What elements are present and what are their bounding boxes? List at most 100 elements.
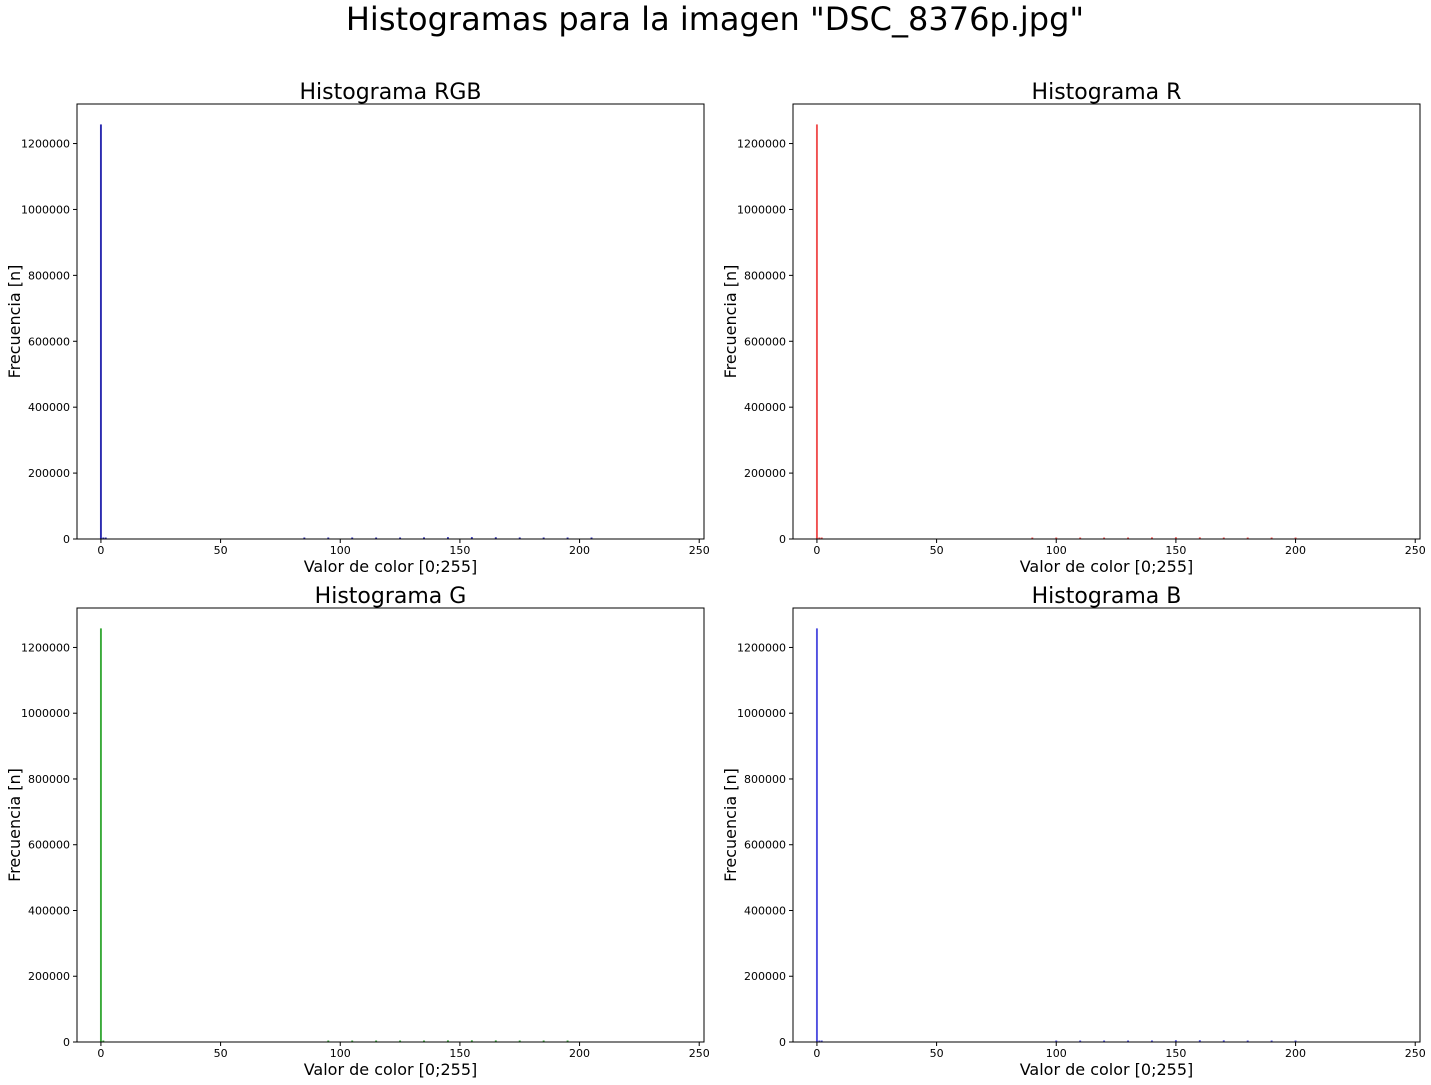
x-tick-label: 200 (1285, 544, 1306, 557)
y-tick-label: 800000 (28, 773, 70, 786)
x-axis-label: Valor de color [0;255] (1020, 557, 1194, 576)
y-tick-label: 0 (779, 1036, 786, 1049)
histogram-bar (1127, 537, 1129, 539)
y-tick-label: 800000 (28, 269, 70, 282)
histogram-bar (1222, 537, 1225, 539)
x-axis-label: Valor de color [0;255] (1020, 1060, 1194, 1079)
histogram-bar (470, 537, 473, 539)
histogram-bar (1198, 537, 1201, 539)
histogram-bar (1270, 1040, 1273, 1042)
chart-title: Histograma B (1032, 584, 1182, 609)
histogram-bar (494, 537, 497, 539)
histogram-bar (351, 537, 354, 539)
histogram-bar (566, 1040, 569, 1042)
y-tick-label: 600000 (28, 335, 70, 348)
histogram-bar (470, 1040, 473, 1042)
x-tick-label: 50 (214, 544, 228, 557)
histogram-bar (423, 537, 425, 539)
chart-title: Histograma R (1032, 80, 1182, 105)
y-tick-label: 600000 (744, 335, 786, 348)
histogram-bar (1055, 537, 1058, 539)
y-tick-label: 400000 (28, 904, 70, 917)
y-axis-label: Frecuencia [n] (5, 768, 24, 882)
histogram-bar (820, 1040, 823, 1042)
x-tick-label: 250 (1405, 1047, 1426, 1060)
x-tick-label: 200 (569, 544, 590, 557)
y-tick-label: 800000 (744, 269, 786, 282)
axes-frame (792, 607, 1421, 1043)
histogram-bar (99, 124, 102, 540)
histogram-bar (1246, 1040, 1249, 1042)
y-tick-label: 1200000 (737, 138, 786, 151)
histogram-bar (494, 1040, 497, 1042)
x-tick-label: 100 (1046, 544, 1067, 557)
histogram-bar (815, 628, 818, 1042)
y-tick-label: 200000 (28, 467, 70, 480)
histogram-bar (818, 537, 821, 539)
histogram-bar (1103, 1040, 1106, 1042)
x-tick-label: 150 (449, 544, 470, 557)
histogram-bar (542, 1040, 545, 1042)
histogram-bar (1079, 1040, 1082, 1042)
bar-series (99, 124, 593, 540)
y-tick-label: 0 (63, 1036, 70, 1049)
x-tick-label: 0 (813, 544, 820, 557)
y-tick-label: 1200000 (21, 641, 70, 654)
histogram-bar (303, 537, 306, 539)
x-axis-label: Valor de color [0;255] (304, 557, 478, 576)
figure-suptitle: Histogramas para la imagen "DSC_8376p.jp… (346, 0, 1084, 38)
histogram-bar (102, 1040, 105, 1042)
y-tick-label: 0 (779, 533, 786, 546)
histogram-bar (99, 628, 102, 1042)
chart-title: Histograma G (315, 584, 467, 609)
histogram-bar (1270, 537, 1273, 539)
y-tick-label: 400000 (744, 904, 786, 917)
histogram-bar (1246, 537, 1249, 539)
y-tick-label: 200000 (744, 467, 786, 480)
x-tick-label: 200 (569, 1047, 590, 1060)
y-tick-label: 1000000 (21, 707, 70, 720)
histogram-bar (820, 537, 823, 539)
histogram-bar (423, 1040, 425, 1042)
y-tick-label: 200000 (744, 970, 786, 983)
y-axis-label: Frecuencia [n] (721, 265, 740, 379)
x-tick-label: 200 (1285, 1047, 1306, 1060)
histogram-bar (1151, 1040, 1153, 1042)
bar-series (815, 628, 1297, 1042)
y-tick-label: 1000000 (737, 203, 786, 216)
histogram-bar (1174, 1040, 1177, 1042)
histogram-bar (1127, 1040, 1129, 1042)
histogram-bar (1103, 537, 1106, 539)
x-tick-label: 250 (1405, 544, 1426, 557)
x-tick-label: 150 (1165, 544, 1186, 557)
histogram-bar (1055, 1040, 1058, 1042)
histogram-bar (1294, 537, 1297, 539)
chart-histograma-r: Histograma R 0 50 100 150 200 250 0 200000 400000… (721, 80, 1426, 576)
axes-frame (76, 607, 705, 1043)
histogram-bar (375, 1040, 378, 1042)
histogram-bar (104, 537, 107, 539)
histogram-bar (1222, 1040, 1225, 1042)
histogram-bar (566, 537, 569, 539)
histogram-bar (102, 537, 105, 539)
chart-title: Histograma RGB (299, 80, 481, 105)
chart-histograma-rgb: Histograma RGB 0 50 100 150 200 250 0 200000 4000… (5, 80, 710, 576)
histogram-bar (518, 537, 521, 539)
axes-frame (76, 103, 705, 540)
x-tick-label: 0 (813, 1047, 820, 1060)
histogram-bar (375, 537, 378, 539)
bar-series (815, 124, 1297, 540)
x-tick-label: 250 (689, 544, 710, 557)
y-tick-label: 1000000 (737, 707, 786, 720)
chart-histograma-b: Histograma B 0 50 100 150 200 250 0 200000 400000… (721, 584, 1426, 1079)
x-tick-label: 250 (689, 1047, 710, 1060)
y-tick-label: 1200000 (21, 138, 70, 151)
histogram-bar (1294, 1040, 1297, 1042)
y-axis-label: Frecuencia [n] (5, 265, 24, 379)
histogram-bar (446, 537, 449, 539)
histogram-bar (1198, 1040, 1201, 1042)
y-tick-label: 1200000 (737, 641, 786, 654)
histogram-bar (351, 1040, 354, 1042)
x-tick-label: 50 (930, 544, 944, 557)
